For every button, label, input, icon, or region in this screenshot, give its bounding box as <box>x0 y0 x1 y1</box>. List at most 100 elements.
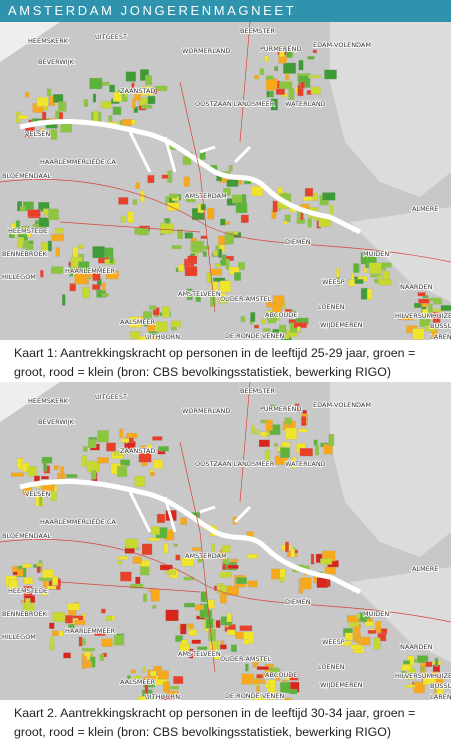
area <box>214 263 221 268</box>
area <box>51 266 64 274</box>
area <box>153 459 163 469</box>
area <box>109 255 114 264</box>
area <box>219 571 232 578</box>
area <box>112 106 122 115</box>
area <box>160 694 174 700</box>
area <box>230 644 237 653</box>
place-label: AMSTELVEEN <box>178 650 221 658</box>
place-label: BUSSUM <box>430 322 451 330</box>
place-label: BEEMSTER <box>240 27 275 35</box>
area <box>225 255 234 261</box>
area <box>161 174 169 179</box>
area <box>322 192 336 201</box>
area <box>290 549 296 558</box>
area <box>130 331 141 339</box>
area <box>195 296 201 302</box>
area <box>280 447 290 458</box>
area <box>135 182 140 190</box>
area <box>150 334 158 340</box>
area <box>258 439 270 448</box>
area <box>242 639 250 645</box>
place-label: BLOEMENDAAL <box>2 172 52 180</box>
area <box>366 288 373 301</box>
place-label: WEESP <box>322 278 345 286</box>
place-label: MUIDEN <box>363 250 389 258</box>
place-label: DE RONDE VENEN <box>225 692 284 700</box>
area <box>184 266 198 277</box>
area <box>226 612 232 623</box>
area <box>360 254 368 265</box>
area <box>300 577 312 590</box>
area <box>226 179 239 187</box>
place-label: UITGEEST <box>95 393 127 401</box>
area <box>25 598 31 609</box>
area <box>109 84 116 93</box>
area <box>120 215 126 223</box>
area <box>256 666 269 670</box>
place-label: HUIZEN <box>432 312 451 320</box>
area <box>237 261 246 271</box>
area <box>432 313 441 324</box>
area <box>375 621 382 634</box>
area <box>134 475 146 487</box>
area <box>105 615 113 621</box>
lake <box>330 22 451 197</box>
area <box>253 696 266 700</box>
area <box>112 92 122 102</box>
area <box>260 419 267 424</box>
area <box>125 538 139 549</box>
area <box>381 262 392 268</box>
place-label: BEVERWIJK <box>38 58 75 66</box>
area <box>150 670 157 677</box>
area <box>272 200 278 213</box>
area <box>213 277 226 283</box>
area <box>197 557 203 563</box>
area <box>170 320 182 328</box>
area <box>211 543 215 552</box>
area <box>132 556 142 564</box>
dunes <box>0 382 60 422</box>
area <box>283 62 297 74</box>
area <box>18 114 29 120</box>
area <box>239 625 253 632</box>
area <box>163 681 170 693</box>
area <box>184 232 194 239</box>
area <box>82 656 87 665</box>
area <box>291 456 297 469</box>
area <box>113 635 125 646</box>
area <box>148 537 161 542</box>
area <box>55 247 60 257</box>
area <box>274 443 278 447</box>
place-label: HEEMSKERK <box>28 397 69 405</box>
place-label: LAREN <box>430 693 451 700</box>
area <box>23 577 34 585</box>
area <box>72 247 79 258</box>
area <box>169 193 178 199</box>
place-label: LOENEN <box>318 303 345 311</box>
area <box>51 630 59 636</box>
area <box>140 445 146 449</box>
area <box>228 164 233 172</box>
area <box>208 629 216 641</box>
area <box>74 619 86 626</box>
place-label: NAARDEN <box>400 283 433 291</box>
place-label: OOSTZAAN LANDSMEER <box>195 100 275 108</box>
area <box>127 675 131 680</box>
area <box>149 305 157 310</box>
area <box>378 279 392 286</box>
area <box>218 248 223 258</box>
area <box>44 491 49 498</box>
caption: Kaart 2. Aantrekkingskracht op personen … <box>14 706 416 739</box>
area <box>141 104 153 109</box>
area <box>120 438 130 443</box>
area <box>236 577 248 585</box>
area <box>163 543 169 554</box>
area <box>106 442 116 452</box>
area <box>207 207 215 220</box>
caption: Kaart 1: Aantrekkingskracht op personen … <box>14 346 416 379</box>
area <box>15 220 21 232</box>
area <box>194 604 204 611</box>
area <box>92 269 101 281</box>
area <box>425 661 433 668</box>
area <box>284 308 293 313</box>
